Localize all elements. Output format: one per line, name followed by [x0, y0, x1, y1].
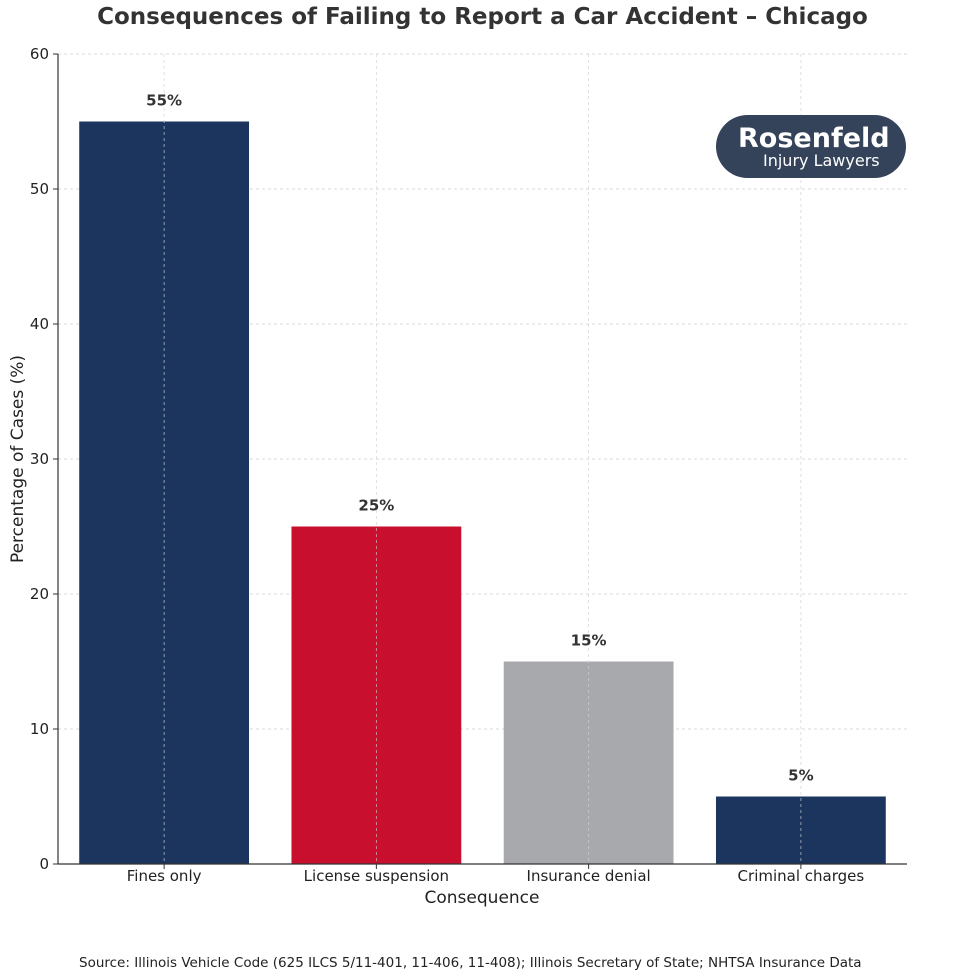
vertical-gridlines — [163, 54, 802, 864]
bar-chart: 0 10 20 30 40 50 60 55% Fines only 25% License sus… — [8, 45, 907, 908]
axes — [53, 53, 907, 869]
source-note: Source: Illinois Vehicle Code (625 ILCS … — [79, 955, 862, 971]
x-tick-label: Fines only — [127, 867, 202, 885]
y-tick-label: 20 — [30, 585, 49, 603]
y-tick-label: 50 — [30, 180, 49, 198]
data-label: 15% — [571, 632, 607, 650]
y-tick-label: 0 — [39, 855, 49, 873]
y-tick-label: 40 — [30, 315, 49, 333]
x-tick-label: Criminal charges — [738, 867, 865, 885]
x-tick-label: Insurance denial — [527, 867, 651, 885]
data-label: 5% — [788, 767, 813, 785]
y-tick-label: 30 — [30, 450, 49, 468]
data-label: 55% — [146, 92, 182, 110]
logo-background — [716, 115, 906, 178]
y-tick-label: 60 — [30, 45, 49, 63]
y-tick-label: 10 — [30, 720, 49, 738]
logo-badge: Rosenfeld Injury Lawyers — [716, 115, 906, 178]
logo-tagline: Injury Lawyers — [763, 151, 880, 170]
y-axis-title: Percentage of Cases (%) — [8, 355, 28, 563]
x-axis-title: Consequence — [425, 888, 540, 908]
x-tick-label: License suspension — [304, 867, 449, 885]
labels: 0 10 20 30 40 50 60 55% Fines only 25% License sus… — [30, 45, 864, 885]
logo-brand: Rosenfeld — [738, 123, 890, 154]
data-label: 25% — [358, 497, 394, 515]
chart-title: Consequences of Failing to Report a Car … — [97, 4, 868, 30]
bars — [79, 121, 886, 864]
